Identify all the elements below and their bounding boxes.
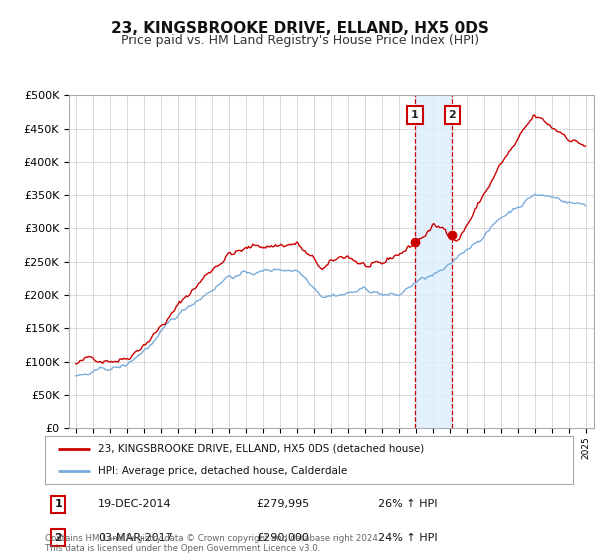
Text: 19-DEC-2014: 19-DEC-2014	[98, 499, 172, 509]
Text: 1: 1	[55, 499, 62, 509]
Text: 03-MAR-2017: 03-MAR-2017	[98, 533, 173, 543]
Text: £279,995: £279,995	[256, 499, 310, 509]
Text: 26% ↑ HPI: 26% ↑ HPI	[377, 499, 437, 509]
Text: Contains HM Land Registry data © Crown copyright and database right 2024.
This d: Contains HM Land Registry data © Crown c…	[45, 534, 380, 553]
Text: 2: 2	[449, 110, 456, 120]
Text: 2: 2	[55, 533, 62, 543]
Text: 24% ↑ HPI: 24% ↑ HPI	[377, 533, 437, 543]
Text: 23, KINGSBROOKE DRIVE, ELLAND, HX5 0DS (detached house): 23, KINGSBROOKE DRIVE, ELLAND, HX5 0DS (…	[98, 444, 424, 454]
Text: 23, KINGSBROOKE DRIVE, ELLAND, HX5 0DS: 23, KINGSBROOKE DRIVE, ELLAND, HX5 0DS	[111, 21, 489, 36]
Text: Price paid vs. HM Land Registry's House Price Index (HPI): Price paid vs. HM Land Registry's House …	[121, 34, 479, 46]
Text: HPI: Average price, detached house, Calderdale: HPI: Average price, detached house, Cald…	[98, 466, 347, 476]
Bar	[415, 95, 452, 428]
Text: £290,000: £290,000	[256, 533, 309, 543]
Text: 1: 1	[411, 110, 419, 120]
